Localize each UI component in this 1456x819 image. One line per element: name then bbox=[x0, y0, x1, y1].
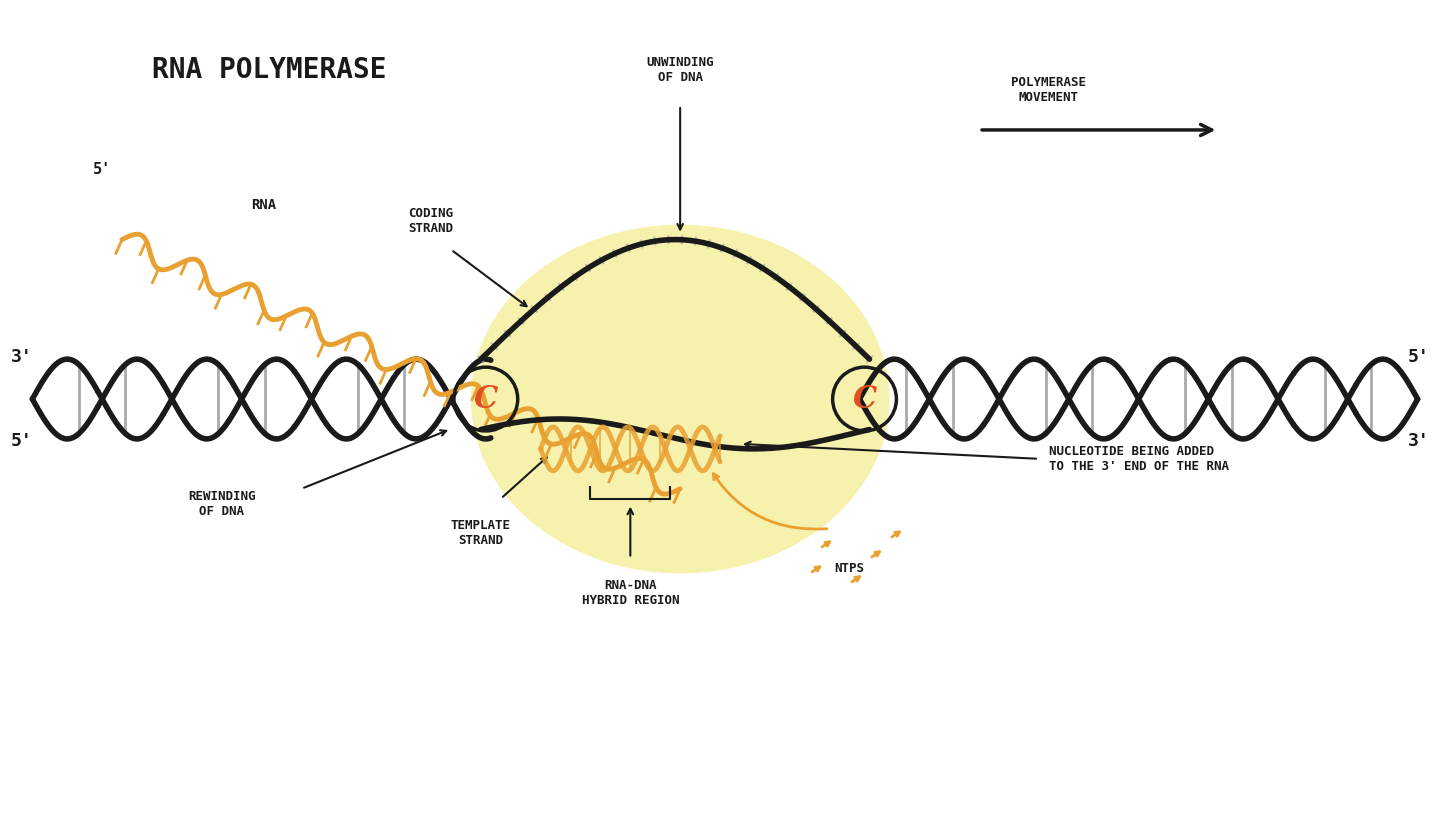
Text: C: C bbox=[473, 383, 498, 414]
Text: C: C bbox=[852, 383, 877, 414]
Text: REWINDING
OF DNA: REWINDING OF DNA bbox=[188, 490, 255, 518]
Text: RNA: RNA bbox=[252, 197, 277, 211]
Text: 5': 5' bbox=[93, 162, 111, 178]
Ellipse shape bbox=[470, 224, 890, 573]
Text: 5': 5' bbox=[10, 432, 32, 450]
Text: 3': 3' bbox=[1408, 432, 1430, 450]
Text: NTPS: NTPS bbox=[834, 562, 865, 575]
Text: 5': 5' bbox=[1408, 348, 1430, 366]
Text: 3': 3' bbox=[10, 348, 32, 366]
Text: RNA-DNA
HYBRID REGION: RNA-DNA HYBRID REGION bbox=[581, 579, 678, 608]
Text: TEMPLATE
STRAND: TEMPLATE STRAND bbox=[451, 518, 511, 546]
Text: NUCLEOTIDE BEING ADDED
TO THE 3' END OF THE RNA: NUCLEOTIDE BEING ADDED TO THE 3' END OF … bbox=[1048, 445, 1229, 473]
Text: RNA POLYMERASE: RNA POLYMERASE bbox=[151, 57, 386, 84]
Text: CODING
STRAND: CODING STRAND bbox=[409, 206, 453, 234]
Text: POLYMERASE
MOVEMENT: POLYMERASE MOVEMENT bbox=[1012, 76, 1086, 104]
Text: UNWINDING
OF DNA: UNWINDING OF DNA bbox=[646, 57, 713, 84]
